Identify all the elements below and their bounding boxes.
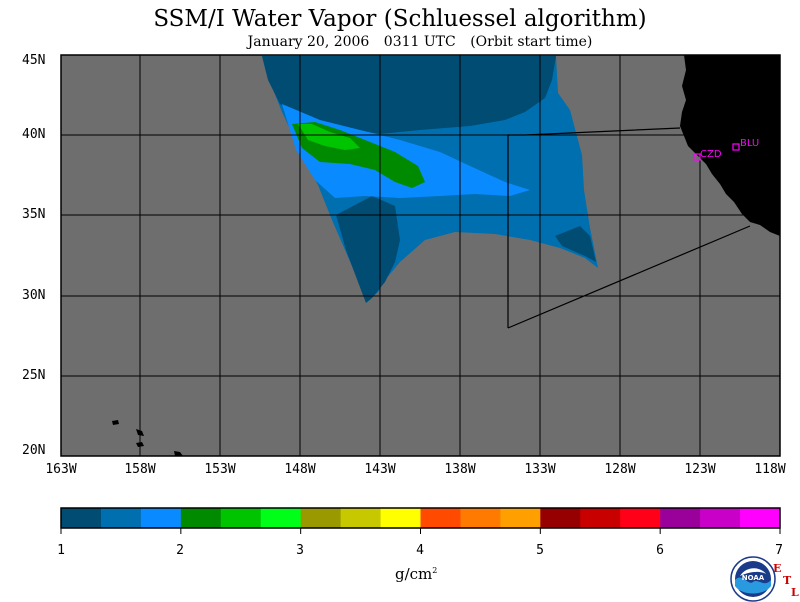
colorbar-swatch [460, 508, 501, 528]
subtitle-note: (Orbit start time) [470, 34, 593, 50]
colorbar-swatch [540, 508, 581, 528]
lat-label-25n: 25N [22, 368, 46, 383]
colorbar-swatch [500, 508, 541, 528]
station-blu-label: BLU [740, 138, 759, 149]
lon-label-138w: 138W [444, 462, 476, 477]
colorbar-tick-7: 7 [775, 543, 783, 558]
colorbar-tick-5: 5 [536, 543, 544, 558]
colorbar-unit: g/cm2 [395, 565, 438, 583]
station-blu-marker [732, 143, 740, 151]
lon-label-163w: 163W [45, 462, 77, 477]
lon-label-148w: 148W [284, 462, 316, 477]
colorbar-swatch [700, 508, 741, 528]
colorbar-swatch [380, 508, 421, 528]
swath-bright-band [282, 104, 530, 198]
page-title: SSM/I Water Vapor (Schluessel algorithm) [153, 6, 647, 32]
swath-green-bright [298, 124, 360, 150]
land-hawaii-1 [112, 420, 119, 425]
colorbar-swatch [140, 508, 182, 528]
noaa-logo-text: NOAA [742, 574, 765, 582]
noaa-logo-icon: NOAA [730, 556, 776, 602]
colorbar-swatch [180, 508, 222, 528]
swath-dark-east [555, 226, 596, 262]
colorbar [60, 507, 781, 534]
map-frame [60, 54, 781, 457]
land-hawaii-4 [174, 451, 183, 456]
domain-diagonal [507, 225, 751, 329]
swath-dark-southwest [336, 196, 400, 303]
lat-label-30n: 30N [22, 288, 46, 303]
lon-label-143w: 143W [364, 462, 396, 477]
station-czd-label: CZD [700, 149, 722, 160]
lon-label-133w: 133W [524, 462, 556, 477]
land-north-america [680, 55, 780, 236]
lon-label-118w: 118W [754, 462, 786, 477]
lon-label-158w: 158W [124, 462, 156, 477]
lon-label-128w: 128W [604, 462, 636, 477]
lon-label-153w: 153W [204, 462, 236, 477]
swath-dark-north [262, 56, 556, 134]
colorbar-swatch [340, 508, 382, 528]
lat-label-20n: 20N [22, 443, 46, 458]
colorbar-swatch [220, 508, 262, 528]
colorbar-swatch [620, 508, 661, 528]
etl-letter-l: L [791, 586, 799, 599]
etl-letter-t: T [783, 574, 792, 587]
colorbar-tick-6: 6 [656, 543, 664, 558]
station-czd-marker [693, 153, 701, 161]
lat-label-45n: 45N [22, 53, 46, 68]
lat-label-35n: 35N [22, 207, 46, 222]
map-grid [61, 55, 780, 456]
colorbar-tick-2: 2 [176, 543, 184, 558]
domain-outline [507, 127, 681, 328]
colorbar-swatch [420, 508, 461, 528]
colorbar-swatch [300, 508, 342, 528]
lat-label-40n: 40N [22, 127, 46, 142]
colorbar-swatch [740, 508, 781, 528]
colorbar-swatch [61, 508, 102, 528]
lon-label-123w: 123W [684, 462, 716, 477]
etl-letter-e: E [773, 562, 782, 575]
colorbar-swatch [660, 508, 701, 528]
colorbar-swatch [260, 508, 302, 528]
colorbar-tick-3: 3 [296, 543, 304, 558]
page-subtitle: January 20, 2006 0311 UTC (Orbit start t… [0, 34, 800, 50]
subtitle-date: January 20, 2006 [247, 34, 370, 50]
colorbar-swatch [580, 508, 621, 528]
colorbar-swatch [100, 508, 142, 528]
colorbar-tick-1: 1 [57, 543, 65, 558]
colorbar-tick-4: 4 [416, 543, 424, 558]
subtitle-time: 0311 UTC [383, 34, 456, 50]
